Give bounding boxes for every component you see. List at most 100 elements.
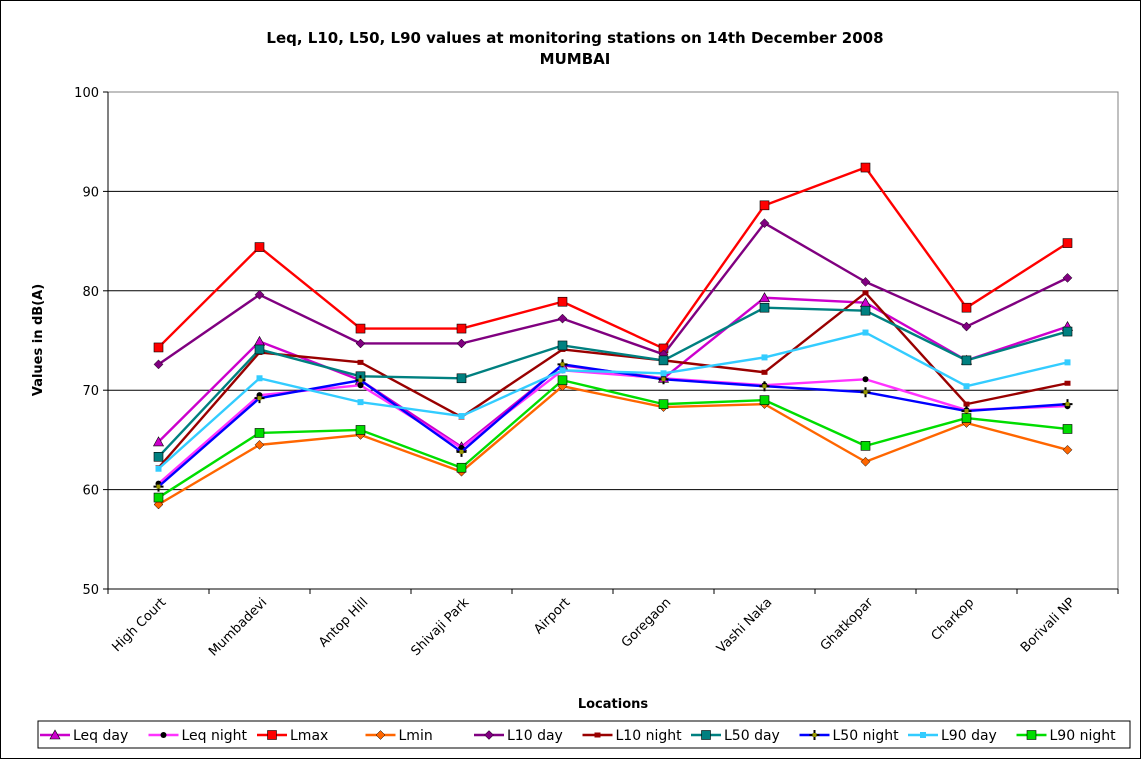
- data-point: [357, 359, 364, 365]
- data-point-center: [964, 409, 969, 414]
- series-group: [152, 162, 1074, 510]
- series-line: [157, 166, 1069, 350]
- legend-entry: L50 day: [691, 728, 780, 744]
- legend-label: Leq day: [73, 728, 128, 744]
- data-point: [860, 305, 871, 316]
- data-point: [759, 218, 770, 229]
- data-point: [862, 376, 869, 383]
- data-point: [355, 338, 366, 349]
- data-point: [759, 200, 770, 211]
- data-point: [1062, 444, 1073, 455]
- legend-label: Leq night: [182, 728, 248, 744]
- data-point-center: [863, 390, 868, 395]
- data-point: [1064, 380, 1071, 386]
- data-point: [153, 359, 164, 370]
- legend-label: L10 day: [507, 728, 563, 744]
- data-point: [254, 242, 265, 252]
- data-point: [153, 342, 164, 353]
- series-line: [157, 291, 1068, 469]
- series-l90-night: [153, 375, 1073, 503]
- legend-label: Lmin: [399, 728, 433, 744]
- y-tick-label: 50: [82, 583, 99, 598]
- legend-entry: Leq night: [148, 728, 248, 744]
- data-point: [860, 162, 871, 173]
- series-line: [157, 379, 1068, 499]
- legend-entry: Lmin: [365, 728, 433, 744]
- legend-label: L50 day: [724, 728, 780, 744]
- data-point-center: [156, 484, 161, 489]
- data-point: [1062, 326, 1073, 337]
- y-tick-label: 100: [74, 86, 99, 101]
- data-point: [559, 367, 566, 374]
- data-point: [557, 296, 568, 307]
- legend-entry: L10 day: [474, 728, 563, 744]
- series-line: [157, 222, 1069, 366]
- chart-subtitle: MUMBAI: [540, 50, 611, 68]
- legend-marker: [920, 732, 926, 738]
- data-point: [961, 355, 972, 366]
- legend-entry: L90 day: [908, 728, 997, 744]
- x-axis-title: Locations: [578, 697, 649, 712]
- data-point: [256, 375, 263, 382]
- data-point: [458, 413, 465, 420]
- data-point: [155, 465, 162, 472]
- legend-label: L10 night: [616, 728, 683, 744]
- data-point: [254, 289, 265, 300]
- data-point: [658, 355, 669, 366]
- data-point: [557, 313, 568, 324]
- data-point: [658, 399, 669, 409]
- data-point: [961, 302, 972, 313]
- data-point: [759, 395, 770, 405]
- data-point: [153, 492, 164, 503]
- data-point-center: [1065, 402, 1070, 407]
- legend-marker-center: [812, 733, 817, 737]
- data-point: [254, 440, 265, 450]
- data-point: [1064, 359, 1071, 366]
- series-lmax: [153, 162, 1073, 354]
- legend-marker: [484, 730, 494, 740]
- data-point: [456, 373, 467, 384]
- legend-marker: [1026, 730, 1037, 740]
- data-point: [254, 344, 265, 355]
- data-point: [355, 425, 366, 435]
- legend-label: Lmax: [290, 728, 328, 744]
- data-point: [456, 323, 467, 334]
- data-point: [254, 428, 265, 438]
- legend-entry: Leq day: [40, 728, 128, 744]
- legend-marker: [267, 730, 277, 740]
- data-point: [761, 369, 768, 375]
- legend-label: L90 day: [941, 728, 997, 744]
- gridlines: [108, 190, 1118, 491]
- data-point-center: [762, 384, 767, 389]
- legend-entry: L90 night: [1016, 728, 1116, 744]
- data-point: [1062, 424, 1073, 434]
- data-point: [1062, 238, 1073, 248]
- series-line: [157, 331, 1068, 470]
- legend-marker: [375, 730, 386, 740]
- series-line: [157, 385, 1068, 506]
- legend-entry: Lmax: [257, 728, 328, 744]
- data-point: [153, 451, 164, 462]
- series-line: [157, 306, 1068, 458]
- data-point: [357, 399, 364, 406]
- chart-title: Leq, L10, L50, L90 values at monitoring …: [266, 29, 883, 47]
- plot-area: [107, 91, 1119, 590]
- y-tick-label: 60: [82, 484, 99, 499]
- legend-marker: [701, 730, 711, 740]
- legend-marker: [160, 732, 167, 738]
- data-point: [152, 436, 165, 447]
- y-tick-label: 70: [82, 384, 99, 399]
- y-tick-label: 90: [82, 185, 99, 200]
- series-l90-day: [155, 329, 1071, 472]
- data-point: [1062, 273, 1073, 283]
- legend-label: L50 night: [833, 728, 900, 744]
- data-point-center: [257, 396, 262, 401]
- series-l10-day: [153, 218, 1073, 370]
- data-point-center: [560, 362, 565, 367]
- data-point: [758, 292, 771, 303]
- data-point: [862, 329, 869, 336]
- legend-marker: [49, 729, 61, 740]
- data-point: [963, 401, 970, 407]
